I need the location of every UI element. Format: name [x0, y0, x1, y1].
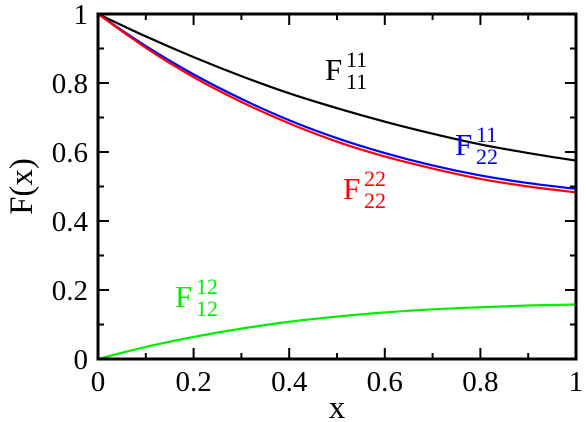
series-label-superscript: 22	[364, 166, 386, 191]
x-tick-label: 0.2	[175, 366, 211, 398]
y-tick-label: 1	[74, 0, 89, 31]
series-label-superscript: 11	[476, 122, 497, 147]
series-line-f22-11	[97, 13, 577, 191]
x-tick-label: 0.6	[367, 366, 403, 398]
series-label-subscript: 12	[196, 296, 218, 321]
series-line-f22-22	[97, 13, 577, 194]
series-label-subscript: 22	[364, 188, 386, 213]
series-label-main: F	[325, 52, 342, 87]
series-label-main: F	[175, 279, 192, 314]
y-tick-label: 0.4	[52, 206, 89, 238]
series-line-f12-12	[97, 303, 577, 361]
series-label-subscript: 22	[476, 144, 498, 169]
series-label-main: F	[343, 171, 360, 206]
y-tick-label: 0	[74, 344, 89, 376]
axes-layer: 0 0.2 0.4 0.6 0.8 1 0 0.2 0.4 0.6 0.8 1	[52, 0, 584, 398]
series-layer	[97, 13, 577, 361]
x-tick-label: 0.4	[271, 366, 308, 398]
y-tick-label: 0.2	[52, 275, 88, 307]
series-label-subscript: 11	[346, 69, 367, 94]
x-tick-label: 0.8	[462, 366, 498, 398]
series-label-superscript: 12	[196, 274, 218, 299]
series-line-f11-11	[97, 13, 577, 162]
series-label-main: F	[455, 127, 472, 162]
y-tick-label: 0.6	[52, 137, 88, 169]
series-label-superscript: 11	[346, 47, 367, 72]
y-axis-label: F(x)	[4, 158, 40, 215]
x-tick-label: 1	[569, 366, 584, 398]
x-axis-label: x	[329, 390, 346, 422]
x-tick-label: 0	[91, 366, 106, 398]
y-tick-label: 0.8	[52, 68, 88, 100]
